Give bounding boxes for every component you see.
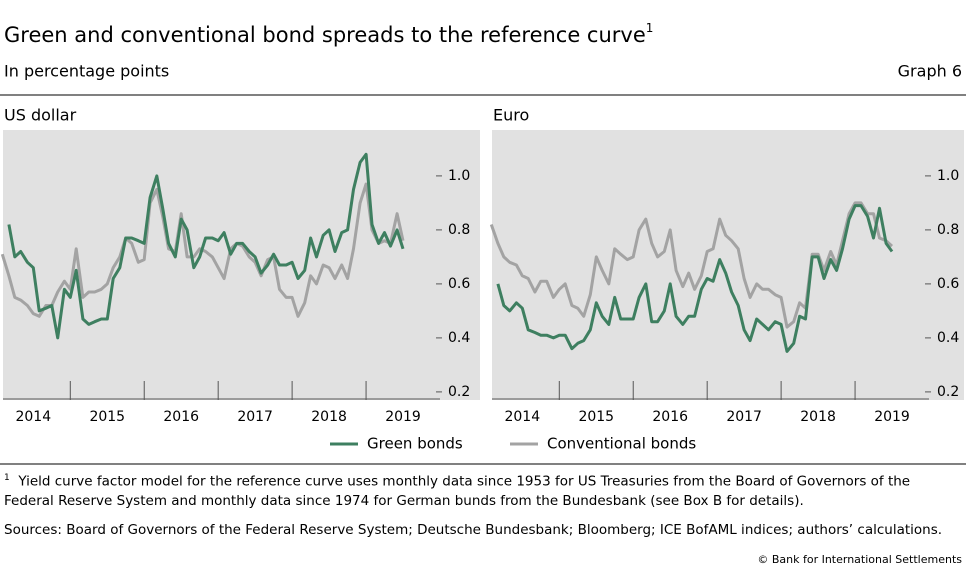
x-tick-label: 2015 (89, 409, 125, 425)
x-tick-label: 2018 (800, 409, 836, 425)
plot-background (492, 130, 964, 400)
footnote-marker: 1 (4, 473, 10, 483)
x-tick-label: 2014 (15, 409, 51, 425)
x-tick-label: 2019 (874, 409, 910, 425)
title-note: 1 (646, 21, 654, 35)
y-tick-label: 0.2 (937, 384, 959, 400)
plot-background (3, 130, 480, 400)
x-tick-label: 2017 (726, 409, 762, 425)
y-tick-label: 0.8 (937, 222, 959, 238)
title: Green and conventional bond spreads to t… (4, 21, 653, 48)
y-tick-label: 0.4 (448, 330, 470, 346)
panel-title: Euro (493, 106, 529, 125)
panel-title: US dollar (4, 106, 77, 125)
x-tick-label: 2016 (163, 409, 199, 425)
y-tick-label: 0.2 (448, 384, 470, 400)
series-line (7, 152, 405, 340)
subtitle: In percentage points (4, 62, 169, 81)
y-tick-label: 0.6 (448, 276, 470, 292)
y-tick-label: 0.8 (448, 222, 470, 238)
x-tick-label: 2015 (578, 409, 614, 425)
graph-label: Graph 6 (898, 62, 962, 81)
y-tick-label: 0.4 (937, 330, 959, 346)
y-tick-label: 1.0 (937, 168, 959, 184)
x-tick-label: 2014 (504, 409, 540, 425)
x-tick-label: 2018 (311, 409, 347, 425)
y-tick-label: 0.6 (937, 276, 959, 292)
legend-label: Conventional bonds (547, 435, 696, 453)
footnote-text: Yield curve factor model for the referen… (4, 473, 911, 509)
series-line (496, 204, 894, 353)
footnote: 1 Yield curve factor model for the refer… (4, 469, 959, 511)
copyright: © Bank for International Settlements (757, 553, 962, 566)
series-line (489, 201, 894, 329)
title-text: Green and conventional bond spreads to t… (4, 23, 646, 47)
sources: Sources: Board of Governors of the Feder… (4, 522, 943, 538)
x-tick-label: 2017 (237, 409, 273, 425)
x-tick-label: 2019 (385, 409, 421, 425)
x-tick-label: 2016 (652, 409, 688, 425)
y-tick-label: 1.0 (448, 168, 470, 184)
legend-label: Green bonds (367, 435, 463, 453)
